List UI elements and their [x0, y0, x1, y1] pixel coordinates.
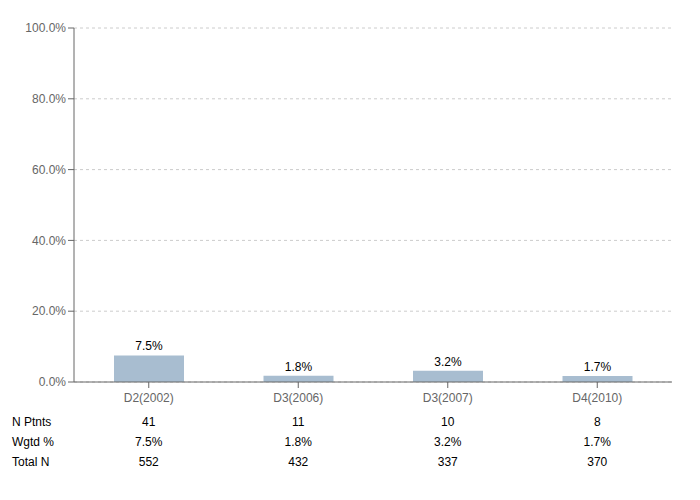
svg-text:20.0%: 20.0%	[32, 304, 66, 318]
svg-text:1.8%: 1.8%	[285, 435, 313, 449]
svg-text:D2(2002): D2(2002)	[124, 391, 174, 405]
svg-text:Total N: Total N	[12, 455, 49, 469]
svg-text:D3(2007): D3(2007)	[423, 391, 473, 405]
svg-text:1.7%: 1.7%	[584, 360, 612, 374]
svg-text:3.2%: 3.2%	[434, 355, 462, 369]
svg-text:10: 10	[441, 415, 455, 429]
svg-text:1.7%: 1.7%	[584, 435, 612, 449]
svg-text:552: 552	[139, 455, 159, 469]
svg-text:Wgtd %: Wgtd %	[12, 435, 54, 449]
svg-text:432: 432	[288, 455, 308, 469]
svg-text:7.5%: 7.5%	[135, 435, 163, 449]
svg-text:370: 370	[587, 455, 607, 469]
svg-text:11: 11	[292, 415, 305, 429]
svg-text:D4(2010): D4(2010)	[572, 391, 622, 405]
svg-text:100.0%: 100.0%	[25, 21, 66, 35]
svg-text:1.8%: 1.8%	[285, 360, 313, 374]
svg-text:40.0%: 40.0%	[32, 234, 66, 248]
svg-text:8: 8	[594, 415, 601, 429]
svg-text:3.2%: 3.2%	[434, 435, 462, 449]
svg-text:337: 337	[438, 455, 458, 469]
svg-text:60.0%: 60.0%	[32, 163, 66, 177]
svg-text:0.0%: 0.0%	[39, 375, 67, 389]
svg-text:41: 41	[142, 415, 156, 429]
svg-text:80.0%: 80.0%	[32, 92, 66, 106]
svg-text:N Ptnts: N Ptnts	[12, 415, 51, 429]
svg-text:7.5%: 7.5%	[135, 339, 163, 353]
svg-text:D3(2006): D3(2006)	[273, 391, 323, 405]
